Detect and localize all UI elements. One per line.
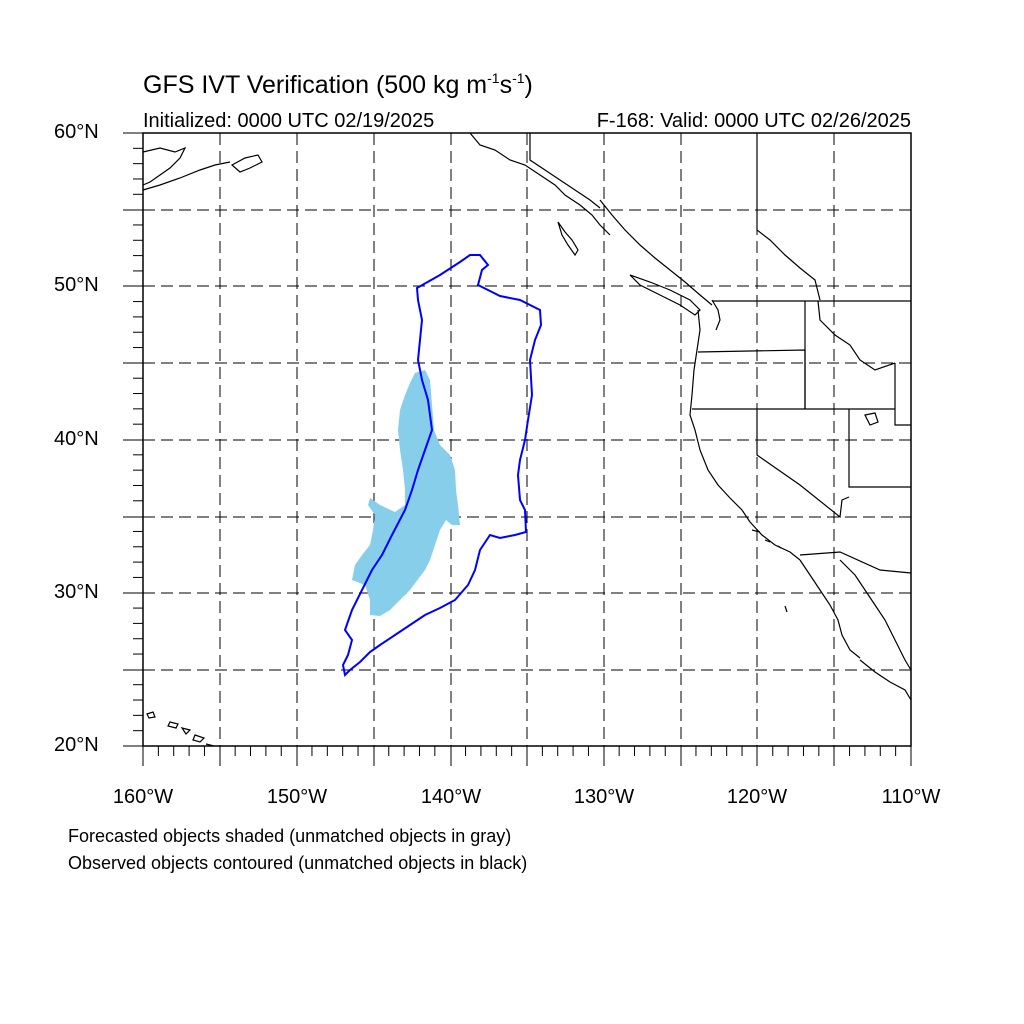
initialized-time: Initialized: 0000 UTC 02/19/2025 bbox=[143, 110, 435, 132]
lon-label-140w: 140°W bbox=[420, 786, 482, 808]
ca-nv-border bbox=[756, 409, 850, 519]
gulf-of-alaska-coast bbox=[469, 132, 611, 236]
valid-time: F-168: Valid: 0000 UTC 02/26/2025 bbox=[596, 110, 911, 132]
puget-sound bbox=[711, 299, 721, 331]
lat-label-30n: 30°N bbox=[54, 581, 99, 603]
axis-ticks bbox=[123, 132, 912, 766]
hawaii-3 bbox=[180, 727, 192, 735]
hawaii-2 bbox=[167, 721, 179, 729]
baja-coast bbox=[799, 559, 861, 659]
chart-title: GFS IVT Verification (500 kg m-1s-1) bbox=[143, 70, 533, 99]
haida-gwaii bbox=[557, 221, 579, 257]
id-mt-border bbox=[817, 300, 896, 371]
wyoming-border bbox=[894, 363, 911, 426]
lon-label-160w: 160°W bbox=[112, 786, 174, 808]
bc-coast bbox=[599, 199, 713, 306]
channel-islands bbox=[751, 529, 782, 549]
alaska-coast bbox=[142, 146, 187, 186]
lon-label-150w: 150°W bbox=[266, 786, 328, 808]
lon-label-120w: 120°W bbox=[726, 786, 788, 808]
hawaii-1 bbox=[146, 711, 156, 719]
alaska-peninsula bbox=[142, 161, 231, 191]
kodiak-island bbox=[230, 154, 263, 173]
observed-object-contour bbox=[341, 254, 543, 678]
great-salt-lake bbox=[864, 412, 879, 426]
hawaii-4 bbox=[192, 734, 206, 743]
lat-label-50n: 50°N bbox=[54, 274, 99, 296]
nv-ut-border bbox=[848, 409, 911, 488]
gridlines bbox=[143, 133, 911, 746]
or-wa-border bbox=[697, 349, 806, 409]
minor-ticks bbox=[133, 147, 897, 756]
lat-label-60n: 60°N bbox=[54, 121, 99, 143]
coastlines bbox=[142, 132, 912, 747]
lat-label-20n: 20°N bbox=[54, 734, 99, 756]
mexico-mainland-coast bbox=[839, 559, 912, 671]
vancouver-island bbox=[629, 274, 701, 316]
lon-label-130w: 130°W bbox=[573, 786, 635, 808]
guadalupe-island bbox=[784, 605, 788, 613]
lat-label-40n: 40°N bbox=[54, 428, 99, 450]
canada-alaska-border bbox=[529, 133, 601, 209]
us-west-coast bbox=[689, 309, 801, 561]
bc-alberta-border bbox=[756, 133, 821, 301]
mexico-coast-south bbox=[859, 659, 912, 701]
az-ca-border bbox=[799, 551, 912, 574]
forecast-object-shaded bbox=[352, 370, 460, 616]
legend-observed-note: Observed objects contoured (unmatched ob… bbox=[68, 853, 528, 873]
lon-label-110w: 110°W bbox=[881, 786, 941, 808]
legend-forecast-note: Forecasted objects shaded (unmatched obj… bbox=[68, 826, 512, 846]
